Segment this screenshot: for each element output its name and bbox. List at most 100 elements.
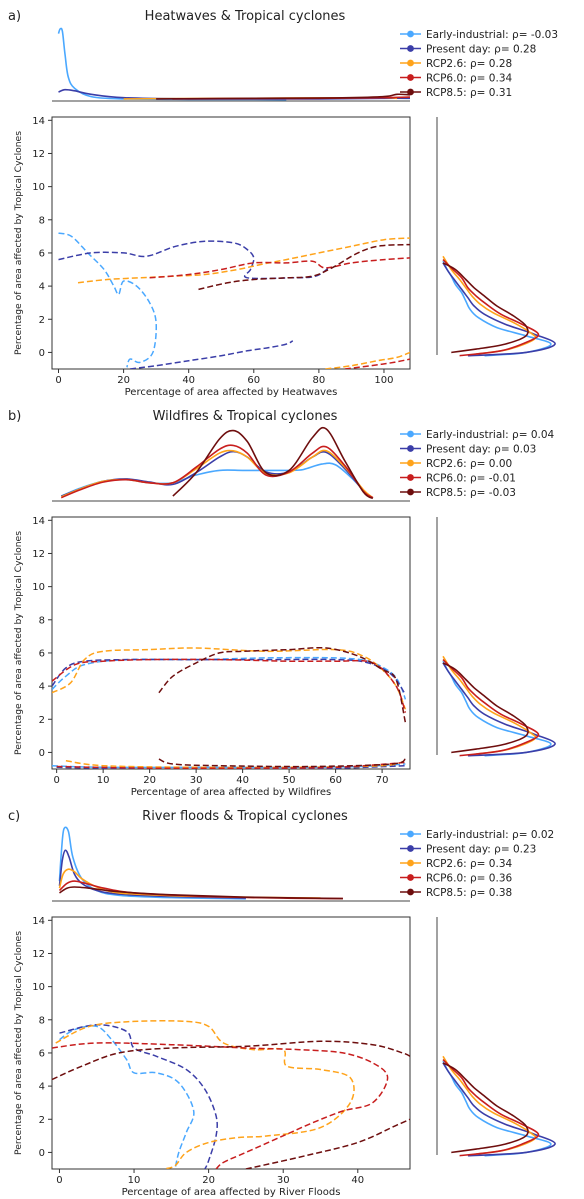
legend-label-present-day: Present day: ρ= 0.28: [426, 43, 536, 55]
legend-marker-rcp2-6: [407, 859, 414, 867]
chart-title: Wildfires & Tropical cyclones: [153, 409, 338, 424]
contour-rcp2-6: [325, 351, 410, 369]
contour-rcp8-5: [52, 1040, 410, 1081]
right-density-rcp6-0: [442, 259, 540, 357]
right-marginal: [436, 117, 556, 357]
x-tick-label: 100: [374, 375, 393, 386]
contour-rcp2-6: [77, 237, 410, 284]
y-tick-label: 6: [39, 248, 45, 259]
legend-label-early-industrial: Early-industrial: ρ= -0.03: [426, 29, 558, 41]
right-density-present-day: [442, 1062, 556, 1157]
y-axis-label: Percentage of area affected by Tropical …: [13, 531, 24, 755]
y-tick-label: 12: [32, 949, 45, 960]
contour-rcp8-5: [198, 243, 410, 291]
legend-marker-rcp2-6: [407, 59, 414, 67]
x-tick-label: 30: [190, 775, 203, 786]
contour-rcp8-5: [245, 1118, 410, 1169]
contour-rcp8-5: [158, 646, 407, 723]
x-axis-label: Percentage of area affected by Wildfires: [131, 787, 332, 798]
legend-marker-early-industrial: [407, 830, 414, 838]
contour-rcp6-0: [52, 1042, 389, 1169]
right-density-rcp6-0: [442, 1059, 540, 1157]
contours: [58, 232, 410, 369]
x-tick-label: 80: [313, 375, 326, 386]
x-tick-label: 20: [143, 775, 156, 786]
y-tick-label: 4: [39, 282, 45, 293]
top-density-rcp6-0: [60, 444, 374, 499]
legend-marker-rcp6-0: [407, 474, 414, 481]
y-tick-label: 14: [32, 116, 45, 127]
x-tick-label: 40: [236, 775, 249, 786]
contour-early-industrial: [59, 1025, 195, 1169]
panel-a: a) Heatwaves & Tropical cyclones Early-ind…: [8, 9, 558, 398]
y-tick-label: 2: [39, 715, 45, 726]
legend-marker-early-industrial: [407, 430, 414, 438]
y-tick-label: 14: [32, 516, 45, 527]
legend: Early-industrial: ρ= 0.04 Present day: ρ=…: [400, 429, 555, 499]
legend-marker-early-industrial: [407, 30, 414, 38]
legend-label-rcp8-5: RCP8.5: ρ= 0.38: [426, 887, 512, 899]
legend-marker-present-day: [407, 845, 414, 852]
y-tick-label: 12: [32, 149, 45, 160]
panel-label: c): [8, 809, 20, 824]
legend-label-early-industrial: Early-industrial: ρ= 0.04: [426, 429, 555, 441]
y-tick-label: 14: [32, 916, 45, 927]
panel-label: a): [8, 9, 21, 24]
y-tick-label: 8: [39, 215, 45, 226]
top-density-rcp2-6: [58, 868, 321, 899]
contour-rcp2-6: [65, 759, 406, 769]
legend-label-present-day: Present day: ρ= 0.23: [426, 843, 536, 855]
contour-rcp8-5: [158, 758, 406, 768]
contour-rcp6-0: [344, 358, 410, 369]
y-tick-label: 6: [39, 1048, 45, 1059]
chart-title: Heatwaves & Tropical cyclones: [145, 9, 346, 24]
right-density-present-day: [442, 662, 556, 757]
top-density-rcp8-5: [156, 93, 411, 100]
right-density-rcp8-5: [442, 262, 529, 354]
top-marginal: [52, 826, 410, 902]
legend-marker-rcp6-0: [407, 74, 414, 81]
contour-rcp2-6: [55, 1020, 355, 1169]
x-tick-label: 20: [202, 1175, 215, 1186]
legend-label-rcp8-5: RCP8.5: ρ= 0.31: [426, 87, 512, 99]
legend-marker-rcp6-0: [407, 874, 414, 881]
y-tick-label: 10: [32, 582, 45, 593]
contour-present-day: [56, 764, 406, 769]
panel-b: b) Wildfires & Tropical cyclones Early-ind…: [8, 409, 556, 798]
contour-rcp2-6: [52, 647, 407, 710]
legend: Early-industrial: ρ= 0.02 Present day: ρ=…: [400, 829, 554, 899]
y-tick-label: 0: [39, 1148, 45, 1159]
plot-frame: [51, 916, 411, 1170]
legend-label-present-day: Present day: ρ= 0.03: [426, 443, 536, 455]
y-tick-label: 4: [39, 682, 45, 693]
plot-frame: [51, 516, 411, 770]
top-density-present-day: [58, 849, 246, 899]
main-plot: 0 10 20 30 40 0 2 4 6 8 10 12 14 Percentage of area a…: [13, 916, 411, 1198]
legend-marker-rcp2-6: [407, 459, 414, 467]
legend-label-rcp8-5: RCP8.5: ρ= -0.03: [426, 487, 516, 499]
top-density-rcp2-6: [60, 449, 374, 499]
contour-rcp6-0: [56, 761, 406, 769]
top-density-early-industrial: [57, 27, 287, 101]
right-marginal: [436, 517, 556, 757]
x-tick-label: 70: [376, 775, 389, 786]
legend-marker-rcp8-5: [407, 488, 414, 496]
right-density-rcp6-0: [442, 659, 540, 757]
contours: [52, 646, 407, 769]
y-tick-label: 10: [32, 982, 45, 993]
top-density-early-industrial: [58, 826, 246, 900]
contour-present-day: [52, 658, 407, 695]
top-density-present-day: [61, 450, 374, 499]
chart-title: River floods & Tropical cyclones: [142, 809, 348, 824]
legend-marker-rcp8-5: [407, 88, 414, 96]
contour-early-industrial: [52, 656, 407, 700]
x-tick-label: 0: [55, 375, 61, 386]
top-density-rcp8-5: [59, 886, 343, 900]
y-tick-label: 10: [32, 182, 45, 193]
contour-present-day: [129, 340, 294, 369]
x-tick-label: 0: [53, 775, 59, 786]
y-tick-label: 0: [39, 748, 45, 759]
legend-marker-present-day: [407, 445, 414, 452]
contour-rcp6-0: [52, 658, 407, 713]
